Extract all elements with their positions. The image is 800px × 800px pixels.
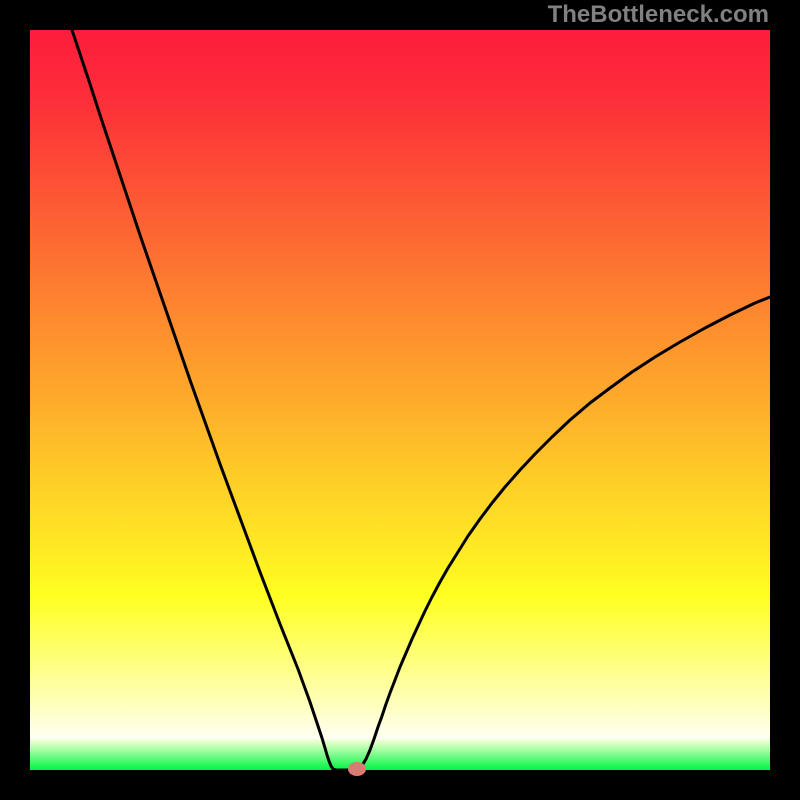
plot-background (30, 30, 770, 770)
optimal-point-marker (348, 762, 366, 776)
plot-svg (0, 0, 800, 800)
figure: TheBottleneck.com (0, 0, 800, 800)
watermark-text: TheBottleneck.com (548, 1, 769, 29)
